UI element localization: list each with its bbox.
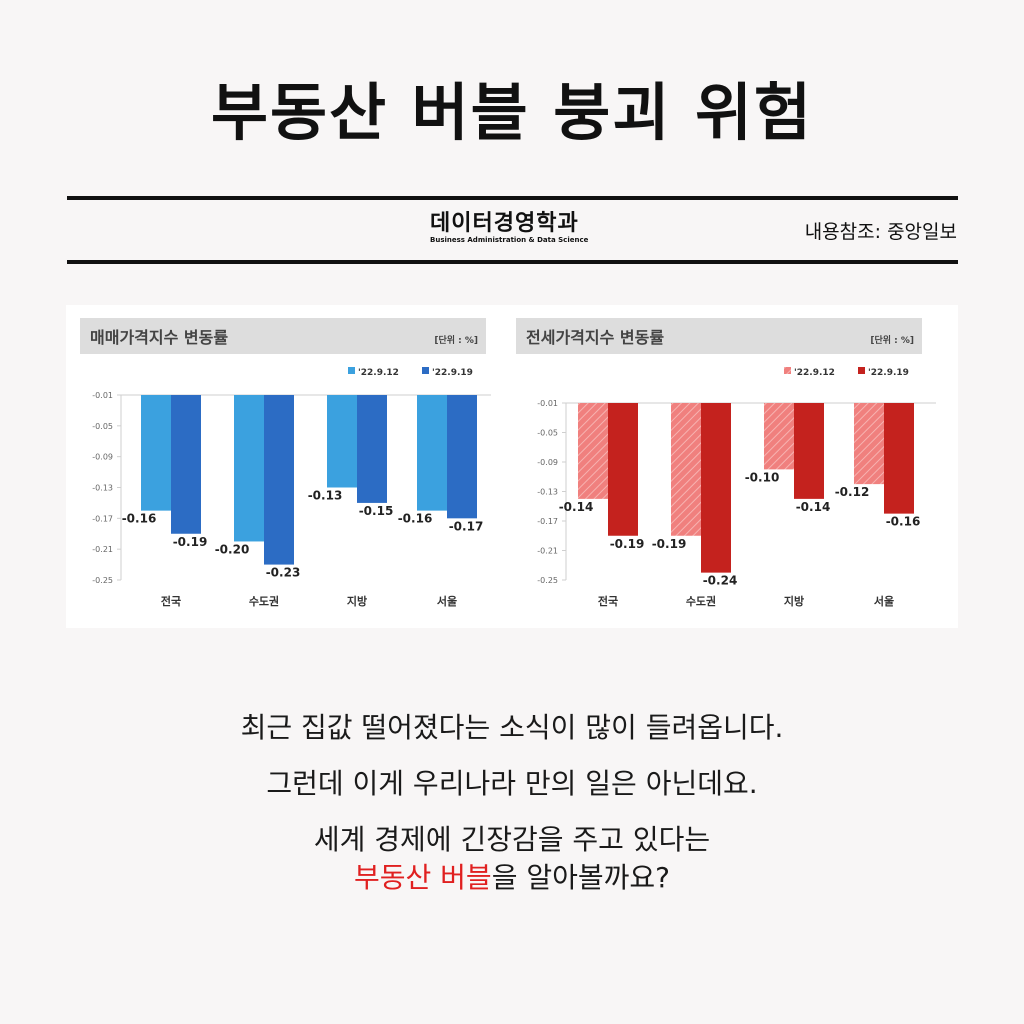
chart2-header-bar bbox=[516, 318, 922, 354]
chart1-legend-label: '22.9.12 bbox=[358, 368, 399, 378]
chart-area: 매매가격지수 변동률 [단위 : %] '22.9.12 '22.9.19 -0.01 -… bbox=[66, 305, 958, 628]
chart2-value-label: -0.12 bbox=[835, 485, 870, 499]
chart1-value-label: -0.17 bbox=[449, 519, 484, 533]
chart2-y-tick-label: -0.25 bbox=[537, 576, 558, 585]
chart2-value-label: -0.19 bbox=[652, 537, 687, 551]
chart1-value-label: -0.16 bbox=[122, 512, 157, 526]
chart1-bar bbox=[417, 395, 447, 511]
chart2-value-label: -0.14 bbox=[796, 500, 831, 514]
charts-svg: 매매가격지수 변동률 [단위 : %] '22.9.12 '22.9.19 -0.01 -… bbox=[80, 318, 936, 608]
chart2-y-tick-label: -0.17 bbox=[537, 517, 558, 526]
chart1-bar bbox=[171, 395, 201, 534]
chart2-bar bbox=[701, 403, 731, 573]
chart2-value-label: -0.24 bbox=[703, 574, 738, 588]
chart2-legend-swatch bbox=[858, 367, 865, 374]
top-divider bbox=[67, 196, 958, 200]
chart1-title: 매매가격지수 변동률 bbox=[90, 328, 228, 347]
chart2-value-label: -0.19 bbox=[610, 537, 645, 551]
description-line-1: 최근 집값 떨어졌다는 소식이 많이 들려옵니다. bbox=[240, 711, 784, 744]
chart2-y-tick-label: -0.01 bbox=[537, 399, 558, 408]
chart1-x-tick-label: 지방 bbox=[347, 594, 367, 608]
chart1-x-tick-label: 수도권 bbox=[249, 595, 279, 608]
bottom-divider bbox=[67, 260, 958, 264]
chart1-bar bbox=[264, 395, 294, 565]
description: 최근 집값 떨어졌다는 소식이 많이 들려옵니다. 그런데 이게 우리나라 만의… bbox=[0, 700, 1024, 897]
chart1-value-label: -0.15 bbox=[359, 504, 394, 518]
chart1-value-label: -0.23 bbox=[266, 566, 301, 580]
chart1-y-tick-label: -0.21 bbox=[92, 545, 113, 554]
source-credit: 내용참조: 중앙일보 bbox=[804, 221, 957, 243]
chart2-y-tick-label: -0.09 bbox=[537, 458, 558, 467]
chart1-bar bbox=[327, 395, 357, 488]
chart2-value-label: -0.14 bbox=[559, 500, 594, 514]
brand-name: 데이터경영학과 bbox=[430, 211, 579, 236]
chart1-y-tick-label: -0.05 bbox=[92, 422, 113, 431]
chart2-x-tick-label: 서울 bbox=[874, 594, 894, 608]
chart2-legend-label: '22.9.12 bbox=[794, 368, 835, 378]
chart2-bar bbox=[794, 403, 824, 499]
chart2-value-label: -0.16 bbox=[886, 515, 921, 529]
chart1-value-label: -0.19 bbox=[173, 535, 208, 549]
page-title: 부동산 버블 붕괴 위험 bbox=[210, 76, 814, 149]
chart2-y-tick-label: -0.13 bbox=[537, 488, 558, 497]
description-line-2: 그런데 이게 우리나라 만의 일은 아닌데요. bbox=[266, 767, 758, 800]
chart1-value-label: -0.16 bbox=[398, 512, 433, 526]
chart1-bar bbox=[357, 395, 387, 503]
chart2-y-tick-label: -0.05 bbox=[537, 429, 558, 438]
chart1-unit: [단위 : %] bbox=[434, 334, 478, 346]
chart1-y-tick-label: -0.17 bbox=[92, 514, 113, 523]
chart1-bar bbox=[141, 395, 171, 511]
chart1-x-tick-label: 전국 bbox=[161, 594, 181, 608]
chart2-x-tick-label: 지방 bbox=[784, 594, 804, 608]
chart2-bar bbox=[884, 403, 914, 514]
chart2-bar bbox=[671, 403, 701, 536]
chart1-value-label: -0.13 bbox=[308, 489, 343, 503]
chart2-x-tick-label: 수도권 bbox=[686, 595, 716, 608]
description-line-4-rest: 을 알아볼까요? bbox=[491, 861, 671, 894]
chart2-x-tick-label: 전국 bbox=[598, 594, 618, 608]
chart2-bar bbox=[764, 403, 794, 470]
chart2-title: 전세가격지수 변동률 bbox=[526, 328, 664, 347]
chart1-y-tick-label: -0.25 bbox=[92, 576, 113, 585]
chart1-value-label: -0.20 bbox=[215, 542, 250, 556]
description-line-3: 세계 경제에 긴장감을 주고 있다는 bbox=[313, 823, 711, 856]
chart1-y-tick-label: -0.09 bbox=[92, 453, 113, 462]
brand-logo: 데이터경영학과 Business Administration & Data S… bbox=[430, 212, 630, 245]
description-line-4: 부동산 버블을 알아볼까요? bbox=[0, 859, 1024, 897]
chart2-y-tick-label: -0.21 bbox=[537, 547, 558, 556]
chart1-bar bbox=[447, 395, 477, 519]
highlight-text: 부동산 버블 bbox=[353, 861, 492, 894]
chart2-legend-swatch bbox=[784, 367, 791, 374]
chart1-header-bar bbox=[80, 318, 486, 354]
brand-subtitle: Business Administration & Data Science bbox=[430, 236, 589, 244]
chart1-bar bbox=[234, 395, 264, 542]
chart2-bar bbox=[578, 403, 608, 499]
chart1-y-tick-label: -0.01 bbox=[92, 391, 113, 400]
chart2-bar bbox=[608, 403, 638, 536]
chart2-legend-label: '22.9.19 bbox=[868, 368, 909, 378]
chart1-y-tick-label: -0.13 bbox=[92, 484, 113, 493]
chart1-legend-swatch bbox=[348, 367, 355, 374]
chart1-legend-swatch bbox=[422, 367, 429, 374]
chart2-value-label: -0.10 bbox=[745, 470, 780, 484]
chart1-legend-label: '22.9.19 bbox=[432, 368, 473, 378]
chart1-x-tick-label: 서울 bbox=[437, 594, 457, 608]
chart2-bar bbox=[854, 403, 884, 485]
chart2-unit: [단위 : %] bbox=[870, 334, 914, 346]
